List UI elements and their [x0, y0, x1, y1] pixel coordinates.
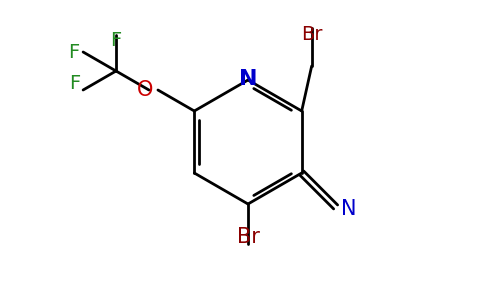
- Text: N: N: [239, 69, 257, 89]
- Text: F: F: [69, 74, 80, 93]
- Text: Br: Br: [301, 25, 322, 44]
- Text: Br: Br: [237, 227, 259, 247]
- Text: O: O: [136, 80, 153, 100]
- Text: F: F: [68, 43, 79, 61]
- Text: F: F: [110, 31, 121, 50]
- Text: N: N: [341, 199, 356, 219]
